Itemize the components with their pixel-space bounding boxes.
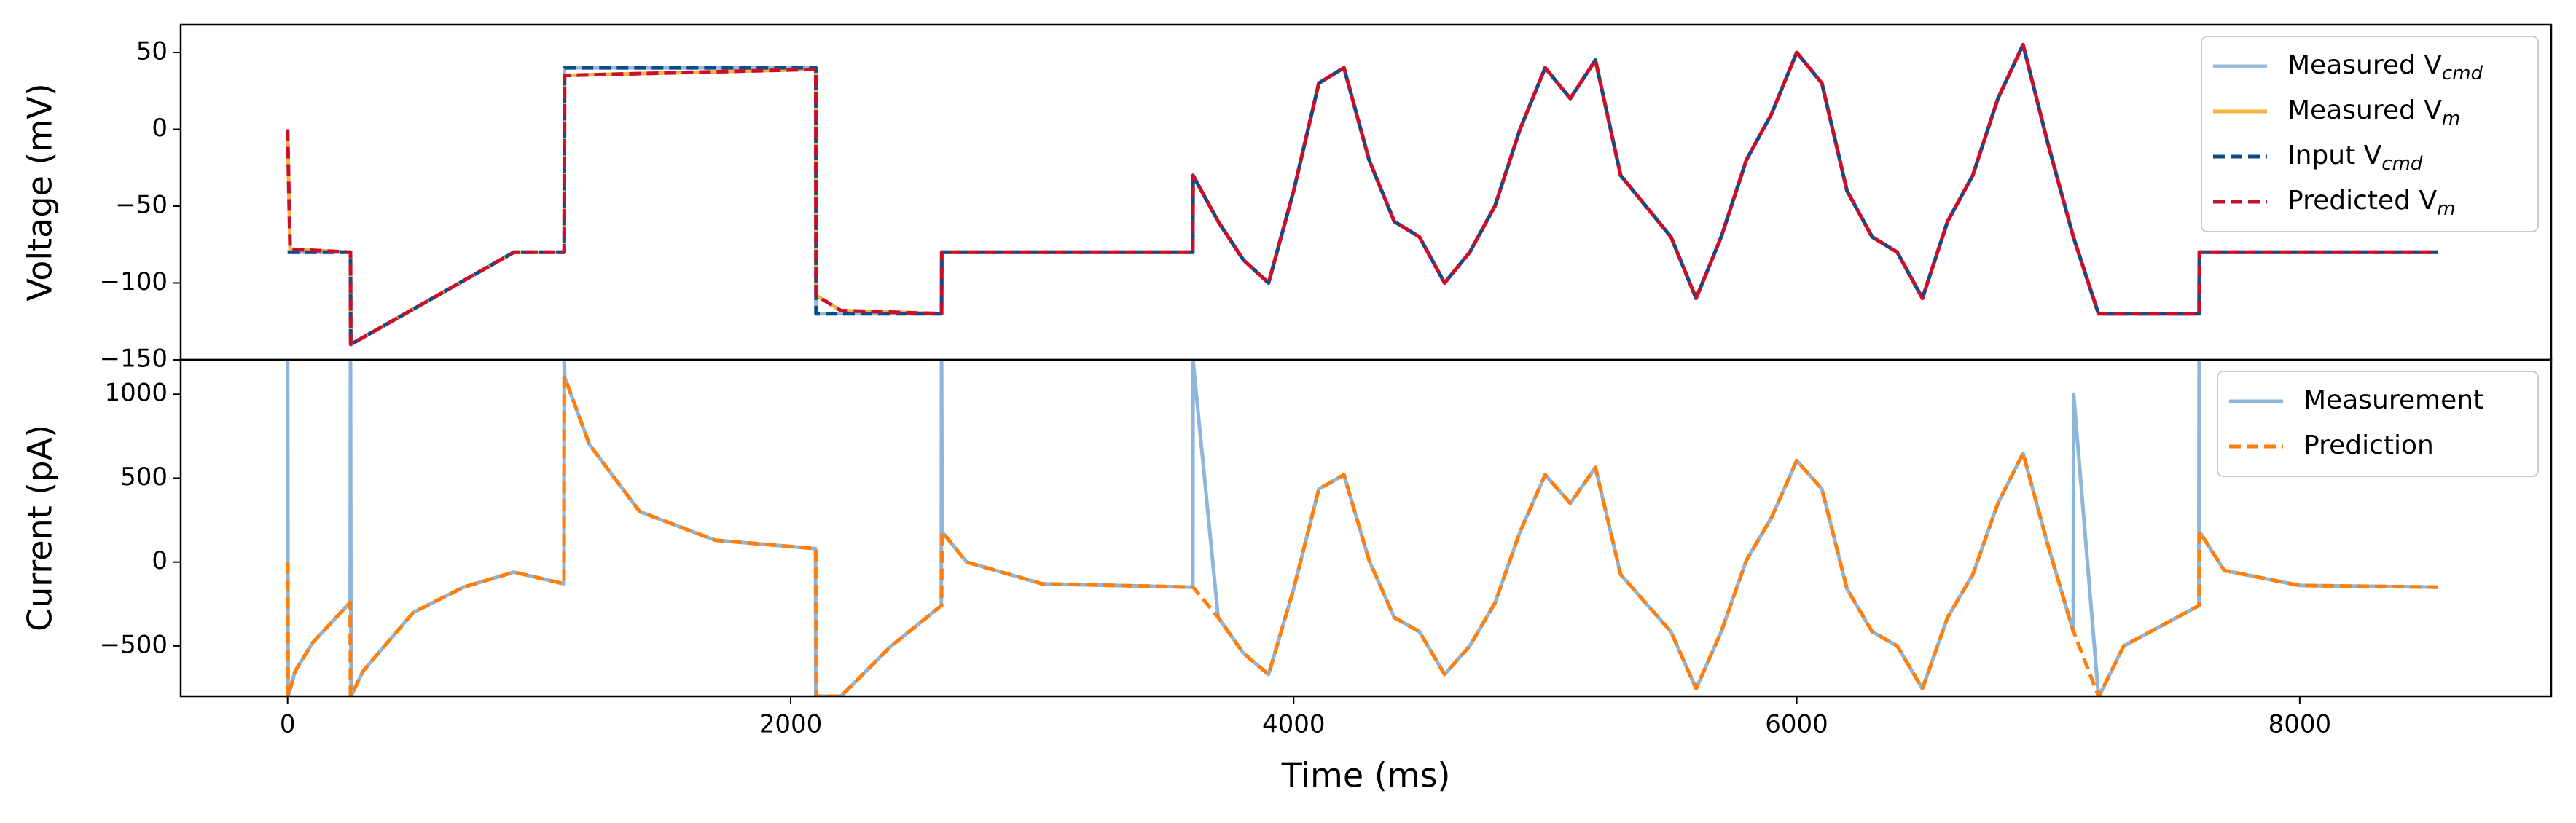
legend-name: Input V [2287,141,2382,170]
y-tick-label: 500 [120,462,168,492]
legend-subscript: cmd [2381,153,2423,175]
legend-label: Measured Vm [2287,95,2460,130]
y-tick-label: 0 [152,546,168,575]
legend-label: Measurement [2303,385,2483,415]
series-line [287,42,2438,347]
y-tick-label: 50 [136,36,168,66]
legend-box [2217,371,2539,477]
plot-area [286,42,2438,347]
x-axis-label: Time (ms) [1281,756,1451,795]
series-line [286,375,2438,696]
series-line [286,360,2438,696]
legend-label: Predicted Vm [2287,186,2455,220]
legend-label: Prediction [2303,430,2434,460]
legend-label: Measured Vcmd [2287,50,2483,84]
y-tick-label: 0 [152,114,168,143]
series-line [287,42,2438,347]
legend-name: Predicted V [2287,186,2437,216]
x-tick-label: 4000 [1262,710,1326,739]
y-tick-label: 1000 [104,379,168,408]
x-tick-label: 6000 [1765,710,1828,739]
plot-area [286,360,2438,696]
y-tick-label: −500 [100,630,168,659]
legend-subscript: m [2437,198,2455,220]
y-tick-label: −50 [115,190,168,219]
axes-frame [179,358,2553,698]
legend-label: Input Vcmd [2287,141,2423,175]
y-tick-label: −150 [100,344,168,374]
y-axis-label: Current (pA) [20,425,60,631]
legend-name: Measured V [2287,50,2442,80]
legend-subscript: m [2442,108,2460,130]
axes-frame [179,23,2553,361]
legend-name: Prediction [2303,430,2434,460]
x-tick-label: 8000 [2268,710,2332,739]
series-line [286,42,2438,347]
legend-name: Measurement [2303,385,2483,415]
y-axis-label: Voltage (mV) [20,83,60,301]
legend-box [2201,36,2539,232]
x-tick-label: 0 [280,710,296,739]
legend-subscript: cmd [2442,63,2483,84]
legend-name: Measured V [2287,95,2442,125]
y-tick-label: −100 [100,267,168,296]
x-tick-label: 2000 [759,710,823,739]
series-line [286,42,2438,347]
